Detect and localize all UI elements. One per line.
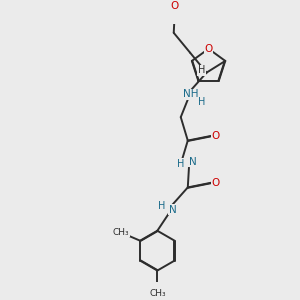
Text: O: O <box>171 1 179 11</box>
Text: O: O <box>212 178 220 188</box>
Text: NH: NH <box>183 89 198 99</box>
Text: H: H <box>198 65 205 75</box>
Text: H: H <box>158 201 166 211</box>
Text: O: O <box>204 44 213 54</box>
Text: H: H <box>177 159 184 169</box>
Text: CH₃: CH₃ <box>149 290 166 298</box>
Text: H: H <box>198 97 206 107</box>
Text: N: N <box>189 157 196 166</box>
Text: O: O <box>212 131 220 141</box>
Text: N: N <box>169 205 176 215</box>
Text: CH₃: CH₃ <box>112 228 129 237</box>
